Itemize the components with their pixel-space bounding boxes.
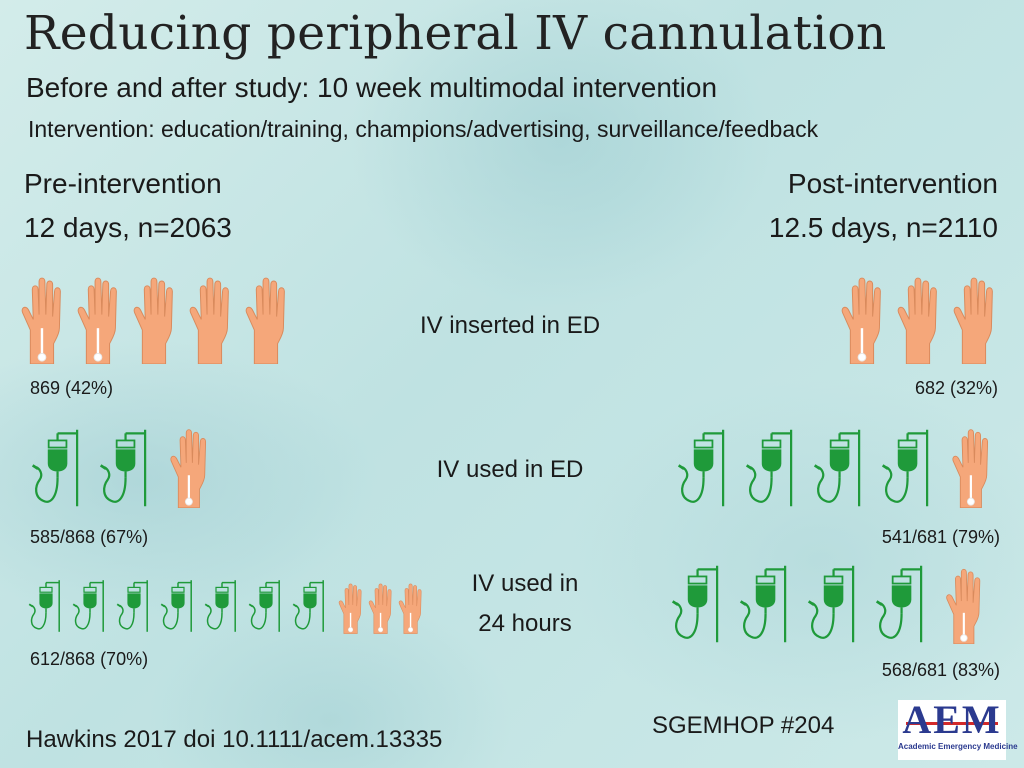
hand-icon — [128, 272, 178, 364]
pre-inserted-stat: 869 (42%) — [30, 378, 114, 398]
hand-icon — [948, 272, 998, 364]
iv-bag-icon — [292, 578, 334, 634]
hand-cannula-icon — [942, 564, 984, 644]
hand-icon — [892, 272, 942, 364]
study-subtitle: Before and after study: 10 week multimod… — [26, 72, 718, 103]
row-label-inserted: IV inserted in ED — [419, 312, 601, 339]
iv-bag-icon — [670, 564, 734, 644]
iv-bag-icon — [744, 428, 808, 508]
pre-used-ed-stat: 585/868 (67%) — [30, 527, 149, 547]
pre-used-24-icons — [28, 574, 424, 634]
logo-subtitle: Academic Emergency Medicine — [898, 742, 1018, 751]
pre-intervention-detail: 12 days, n=2063 — [24, 212, 232, 243]
post-used-24-stat: 568/681 (83%) — [881, 660, 1000, 680]
hand-icon — [240, 272, 290, 364]
post-intervention-label: Post-intervention — [787, 168, 998, 199]
hand-cannula-icon — [16, 272, 66, 364]
iv-bag-icon — [806, 564, 870, 644]
hand-cannula-icon — [366, 580, 394, 634]
iv-bag-icon — [880, 428, 944, 508]
citation: Hawkins 2017 doi 10.1111/acem.13335 — [26, 726, 443, 753]
iv-bag-icon — [160, 578, 202, 634]
page-title: Reducing peripheral IV cannulation — [24, 6, 887, 61]
episode-tag: SGEMHOP #204 — [652, 712, 835, 739]
hand-icon — [184, 272, 234, 364]
hand-cannula-icon — [396, 580, 424, 634]
iv-bag-icon — [248, 578, 290, 634]
logo-text: AEM — [902, 697, 1002, 742]
pre-intervention-label: Pre-intervention — [24, 168, 222, 199]
iv-bag-icon — [812, 428, 876, 508]
logo-rule — [906, 722, 998, 725]
iv-bag-icon — [204, 578, 246, 634]
hand-cannula-icon — [72, 272, 122, 364]
iv-bag-icon — [28, 578, 70, 634]
hand-cannula-icon — [836, 272, 886, 364]
intervention-description: Intervention: education/training, champi… — [28, 116, 819, 142]
iv-bag-icon — [738, 564, 802, 644]
iv-bag-icon — [98, 428, 162, 508]
post-used-ed-icons — [676, 424, 992, 508]
post-used-24-icons — [670, 562, 984, 644]
hand-cannula-icon — [166, 424, 210, 508]
aem-logo: AEM Academic Emergency Medicine — [898, 697, 1018, 760]
iv-bag-icon — [676, 428, 740, 508]
post-inserted-icons — [836, 272, 998, 364]
row-label-used-24-line2: 24 hours — [478, 610, 572, 637]
hand-cannula-icon — [336, 580, 364, 634]
pre-inserted-icons — [16, 272, 290, 364]
pre-used-24-stat: 612/868 (70%) — [30, 649, 149, 669]
pre-used-ed-icons — [30, 424, 210, 508]
row-label-used-ed: IV used in ED — [436, 456, 584, 483]
iv-bag-icon — [116, 578, 158, 634]
iv-bag-icon — [30, 428, 94, 508]
iv-bag-icon — [72, 578, 114, 634]
post-used-ed-stat: 541/681 (79%) — [881, 527, 1000, 547]
post-intervention-detail: 12.5 days, n=2110 — [768, 212, 998, 243]
row-label-used-24-line1: IV used in — [471, 570, 579, 597]
post-inserted-stat: 682 (32%) — [914, 378, 998, 398]
iv-bag-icon — [874, 564, 938, 644]
hand-cannula-icon — [948, 424, 992, 508]
